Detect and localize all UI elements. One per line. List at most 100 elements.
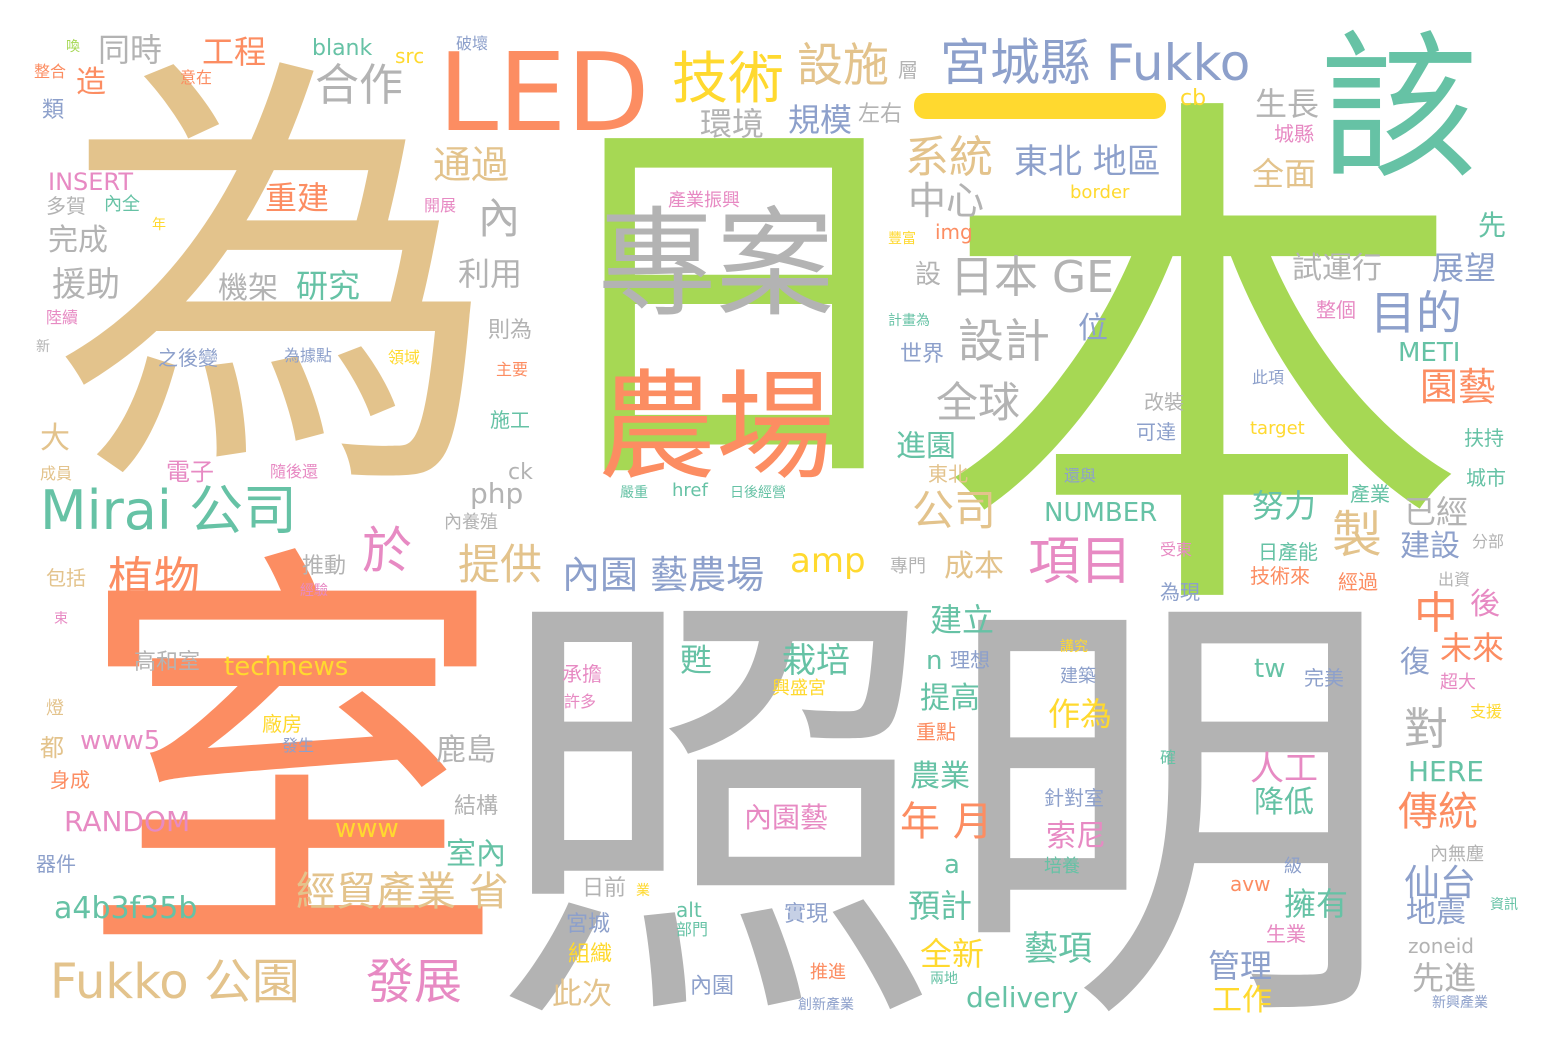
word-number: NUMBER [1044, 498, 1158, 528]
word-www: www [335, 814, 399, 844]
word-完成: 完成 [48, 223, 108, 258]
word-豐富: 豐富 [888, 231, 916, 247]
word-援助: 援助 [52, 265, 120, 305]
word-technews: technews [224, 652, 349, 682]
word-身成: 身成 [50, 768, 90, 792]
word-確: 確 [1160, 748, 1177, 767]
word-高和室: 高和室 [134, 650, 201, 675]
word-cb: cb [1180, 86, 1207, 111]
word-施工: 施工 [490, 408, 530, 432]
word-重建: 重建 [265, 179, 330, 217]
word-發生: 發生 [282, 736, 315, 755]
word-專門: 專門 [890, 556, 926, 577]
word-a4b3f35b: a4b3f35b [54, 891, 198, 926]
word-內全: 內全 [104, 194, 140, 215]
word-中心: 中心 [908, 179, 985, 223]
word-目的: 目的 [1370, 286, 1462, 340]
word-承擔: 承擔 [562, 662, 602, 686]
word-經貿產業-省: 經貿產業 省 [296, 869, 509, 915]
word-針對室: 針對室 [1044, 786, 1104, 810]
word-大: 大 [40, 421, 70, 456]
word-建立: 建立 [930, 601, 995, 639]
word-可達: 可達 [1136, 420, 1176, 444]
word-發展: 發展 [366, 954, 463, 1010]
word-先: 先 [1478, 209, 1507, 242]
word-培養: 培養 [1044, 856, 1080, 877]
word-該: 該 [1320, 17, 1478, 201]
word-here: HERE [1408, 755, 1484, 788]
word-通過: 通過 [433, 143, 510, 187]
word-資訊: 資訊 [1490, 897, 1518, 913]
word-扶持: 扶持 [1464, 426, 1504, 450]
word-此次: 此次 [552, 977, 612, 1012]
word-包括: 包括 [46, 566, 86, 590]
word-宮城縣-fukko: 宮城縣 Fukko [940, 34, 1251, 92]
word-領域: 領域 [388, 348, 421, 367]
word-開展: 開展 [424, 196, 457, 215]
word-建築: 建築 [1060, 666, 1096, 687]
word-城市: 城市 [1466, 466, 1506, 490]
word-超大: 超大 [1440, 672, 1476, 693]
word-整個: 整個 [1316, 298, 1356, 322]
word-園藝: 園藝 [1420, 365, 1497, 409]
word-日後經營: 日後經營 [730, 485, 786, 501]
word-位: 位 [1078, 311, 1108, 346]
word-講究: 講究 [1060, 639, 1088, 655]
word-工程: 工程 [202, 33, 267, 71]
word-alt: alt [676, 898, 702, 922]
word-為: 為 [52, 23, 500, 545]
word-年: 年 [152, 217, 166, 233]
word-東北: 東北 [928, 462, 968, 486]
word-mirai-公司: Mirai 公司 [40, 479, 298, 542]
word-支援: 支援 [1470, 702, 1503, 721]
word-之後變: 之後變 [158, 346, 218, 370]
word-ck: ck [508, 460, 533, 485]
word-廠房: 廠房 [262, 712, 302, 736]
word-target: target [1250, 418, 1305, 439]
word-主要: 主要 [496, 360, 529, 379]
word-努力: 努力 [1252, 487, 1317, 525]
word-經過: 經過 [1338, 570, 1378, 594]
word-喚: 喚 [66, 39, 80, 55]
word-環境: 環境 [700, 105, 765, 143]
word-改裝: 改裝 [1144, 390, 1184, 414]
word-則為: 則為 [488, 318, 533, 343]
word-結構: 結構 [454, 794, 499, 819]
word-設計: 設計 [958, 314, 1050, 368]
word-項目: 項目 [1028, 532, 1133, 592]
word-鹿島: 鹿島 [436, 733, 496, 768]
word-技術: 技術 [672, 47, 784, 112]
word-內: 內 [478, 194, 521, 243]
word-日: 日 [535, 77, 930, 537]
word-全面: 全面 [1252, 155, 1317, 193]
word-n: n [926, 646, 943, 676]
word-全新: 全新 [920, 935, 985, 973]
word-破壞: 破壞 [456, 34, 489, 53]
word-製: 製 [1332, 506, 1382, 564]
word-電子: 電子 [166, 458, 214, 486]
word-作為: 作為 [1048, 695, 1113, 733]
word-成本: 成本 [944, 549, 1004, 584]
word-生業: 生業 [1266, 922, 1306, 946]
word-類: 類 [42, 98, 65, 123]
word-href: href [672, 480, 708, 501]
word-建設: 建設 [1400, 529, 1460, 564]
word-為據點: 為據點 [284, 346, 333, 365]
word-植物: 植物 [108, 552, 200, 606]
word-組織: 組織 [568, 942, 613, 967]
word-未來: 未來 [1440, 629, 1505, 667]
word-業: 業 [636, 883, 650, 899]
word-公司: 公司 [912, 486, 997, 535]
word-造: 造 [76, 65, 106, 100]
word-宮城: 宮城 [566, 912, 611, 937]
word-還與: 還與 [1064, 466, 1097, 485]
word-左右: 左右 [858, 102, 903, 127]
word-出資: 出資 [1438, 570, 1471, 589]
word-全球: 全球 [936, 378, 1021, 427]
word-年-月: 年 月 [900, 799, 993, 845]
word-陸續: 陸續 [46, 308, 79, 327]
word-復: 復 [1400, 645, 1430, 680]
word-仙台: 仙台 [1404, 863, 1477, 904]
word-室內: 室內 [446, 837, 506, 872]
word-展望: 展望 [1432, 249, 1497, 287]
